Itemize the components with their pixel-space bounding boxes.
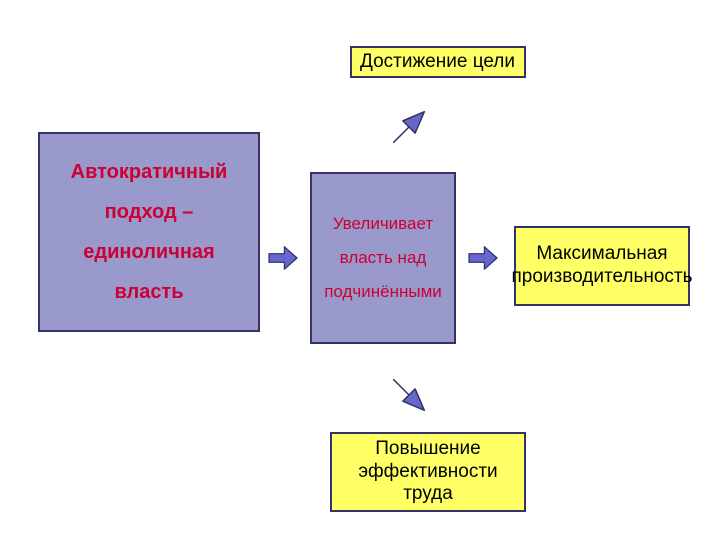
node-goal-label: Достижение цели <box>360 50 526 74</box>
node-max-productivity-label: Максимальная производительность <box>511 243 692 289</box>
arrow-right-icon <box>266 244 300 272</box>
node-max-productivity: Максимальная производительность <box>514 226 690 306</box>
node-increases-power-label: Увеличивает власть над подчинёнными <box>320 207 446 309</box>
node-autocratic-approach: Автократичный подход – единоличная власт… <box>38 132 260 332</box>
arrow-down-right-icon <box>392 378 426 412</box>
arrow-right-icon <box>466 244 500 272</box>
arrow-up-right-icon <box>392 110 426 144</box>
diagram-canvas: Автократичный подход – единоличная власт… <box>0 0 720 540</box>
node-increases-power: Увеличивает власть над подчинёнными <box>310 172 456 344</box>
node-efficiency-label: Повышение эффективности труда <box>336 438 520 506</box>
node-autocratic-label: Автократичный подход – единоличная власт… <box>50 152 248 312</box>
node-efficiency: Повышение эффективности труда <box>330 432 526 512</box>
